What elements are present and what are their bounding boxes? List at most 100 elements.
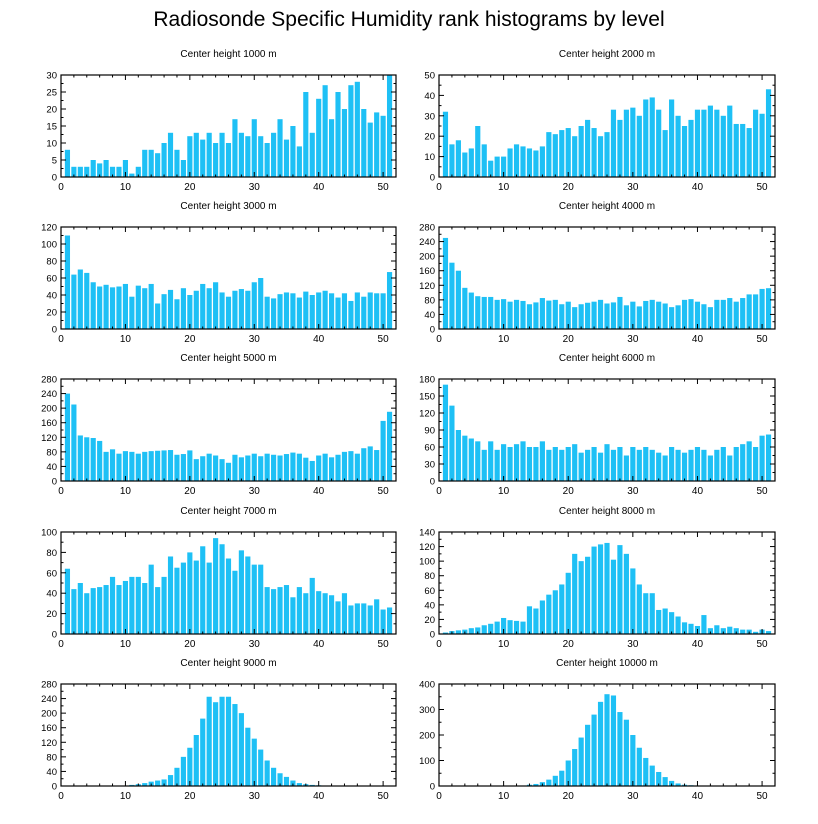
bar <box>84 166 90 177</box>
bar <box>116 585 122 634</box>
y-tick-label: 300 <box>419 705 435 716</box>
bar <box>180 454 186 481</box>
bar <box>578 561 584 634</box>
y-tick-label: 80 <box>424 295 435 306</box>
x-tick-label: 10 <box>120 182 132 193</box>
bar <box>238 289 244 329</box>
bar <box>649 299 655 329</box>
bar <box>481 296 487 329</box>
y-tick-label: 80 <box>46 257 57 268</box>
bar <box>759 435 765 481</box>
x-tick-label: 0 <box>58 486 64 497</box>
y-tick-label: 20 <box>424 615 435 626</box>
bar <box>669 780 675 786</box>
bar <box>765 89 772 177</box>
bar <box>591 714 597 786</box>
bar <box>245 455 251 481</box>
bar <box>309 295 315 329</box>
bar <box>610 449 617 481</box>
bar <box>707 455 713 481</box>
panel-title: Center height 5000 m <box>180 353 276 364</box>
bar <box>753 447 759 481</box>
bar <box>442 111 449 177</box>
bar <box>643 757 649 786</box>
bar <box>303 92 309 177</box>
bar <box>565 128 571 177</box>
bar <box>552 447 558 481</box>
bar <box>187 295 193 329</box>
y-tick-label: 280 <box>41 680 57 691</box>
x-tick-label: 40 <box>313 639 325 650</box>
bar <box>533 302 539 329</box>
bar <box>617 296 623 329</box>
bar <box>155 587 161 634</box>
bar <box>122 580 128 634</box>
bar <box>488 296 494 329</box>
y-tick-label: 40 <box>46 589 57 600</box>
bar <box>481 449 487 481</box>
bar <box>341 293 348 329</box>
bar <box>733 447 739 481</box>
x-tick-label: 0 <box>436 791 442 802</box>
bar <box>546 779 552 787</box>
y-tick-label: 140 <box>419 528 435 539</box>
bar <box>507 447 513 481</box>
bar <box>135 166 141 177</box>
bar <box>380 293 386 329</box>
bar <box>714 449 720 481</box>
bar <box>701 109 707 177</box>
bar <box>656 452 662 481</box>
y-tick-label: 60 <box>424 443 435 454</box>
bar <box>367 446 373 481</box>
x-tick-label: 40 <box>313 486 325 497</box>
y-tick-label: 80 <box>46 752 57 763</box>
bar <box>526 148 533 177</box>
bar <box>97 163 103 177</box>
bar <box>520 300 526 329</box>
x-tick-label: 40 <box>692 486 704 497</box>
bar <box>348 605 354 634</box>
bar <box>753 631 759 634</box>
bar <box>142 149 148 177</box>
x-tick-label: 20 <box>184 639 196 650</box>
bar <box>604 694 610 786</box>
bar <box>720 447 726 481</box>
bar <box>740 444 746 481</box>
bar <box>193 459 199 481</box>
bar <box>701 449 707 481</box>
figure-title: Radiosonde Specific Humidity rank histog… <box>153 8 665 31</box>
bar <box>97 440 103 481</box>
y-tick-label: 240 <box>41 694 57 705</box>
bar <box>335 601 341 634</box>
bar <box>526 606 533 634</box>
bar <box>264 453 270 481</box>
bar <box>669 612 675 634</box>
y-tick-label: 20 <box>46 308 57 319</box>
bar <box>167 132 174 177</box>
bar <box>148 564 154 634</box>
chart-panel-4: Center height 4000 m 0 10 20 30 40 50 0 40 80 120 1… <box>419 201 776 345</box>
bar <box>277 119 283 177</box>
bar <box>290 126 296 177</box>
bar <box>213 702 219 786</box>
bar <box>559 449 565 481</box>
bar <box>765 288 772 329</box>
bar <box>591 301 597 329</box>
bar <box>187 747 193 786</box>
y-tick-label: 100 <box>41 240 57 251</box>
y-tick-label: 0 <box>430 630 435 641</box>
bar <box>90 588 96 634</box>
bar <box>167 556 174 634</box>
bar <box>597 701 604 786</box>
bar <box>97 286 103 329</box>
bar <box>296 146 302 177</box>
panel-title: Center height 2000 m <box>559 49 655 60</box>
x-tick-label: 0 <box>436 639 442 650</box>
chart-panel-6: Center height 6000 m 0 10 20 30 40 50 0 30 60 90 12… <box>419 353 776 497</box>
bar <box>316 98 322 177</box>
y-tick-label: 0 <box>52 173 57 184</box>
x-tick-label: 10 <box>120 639 132 650</box>
bar <box>753 294 759 329</box>
bar <box>258 456 264 481</box>
bar <box>546 594 552 634</box>
